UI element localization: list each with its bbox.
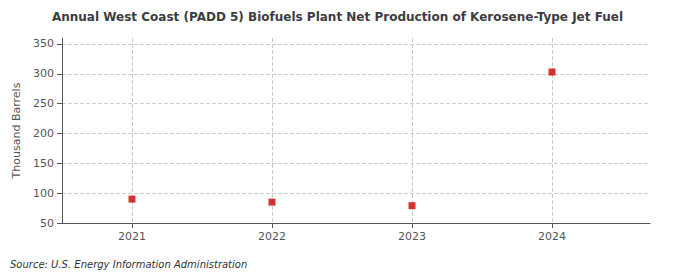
svg-text:200: 200 xyxy=(33,127,54,140)
svg-text:2024: 2024 xyxy=(538,230,566,243)
svg-text:50: 50 xyxy=(40,217,54,230)
svg-text:2022: 2022 xyxy=(258,230,286,243)
svg-text:2023: 2023 xyxy=(398,230,426,243)
svg-text:150: 150 xyxy=(33,157,54,170)
svg-text:350: 350 xyxy=(33,37,54,50)
svg-text:100: 100 xyxy=(33,187,54,200)
svg-text:Source: U.S. Energy Informatio: Source: U.S. Energy Information Administ… xyxy=(10,259,247,270)
svg-text:Thousand Barrels: Thousand Barrels xyxy=(10,82,23,179)
svg-text:300: 300 xyxy=(33,67,54,80)
svg-text:Annual West Coast (PADD 5) Bio: Annual West Coast (PADD 5) Biofuels Plan… xyxy=(52,10,623,24)
svg-text:250: 250 xyxy=(33,97,54,110)
svg-text:2021: 2021 xyxy=(118,230,146,243)
